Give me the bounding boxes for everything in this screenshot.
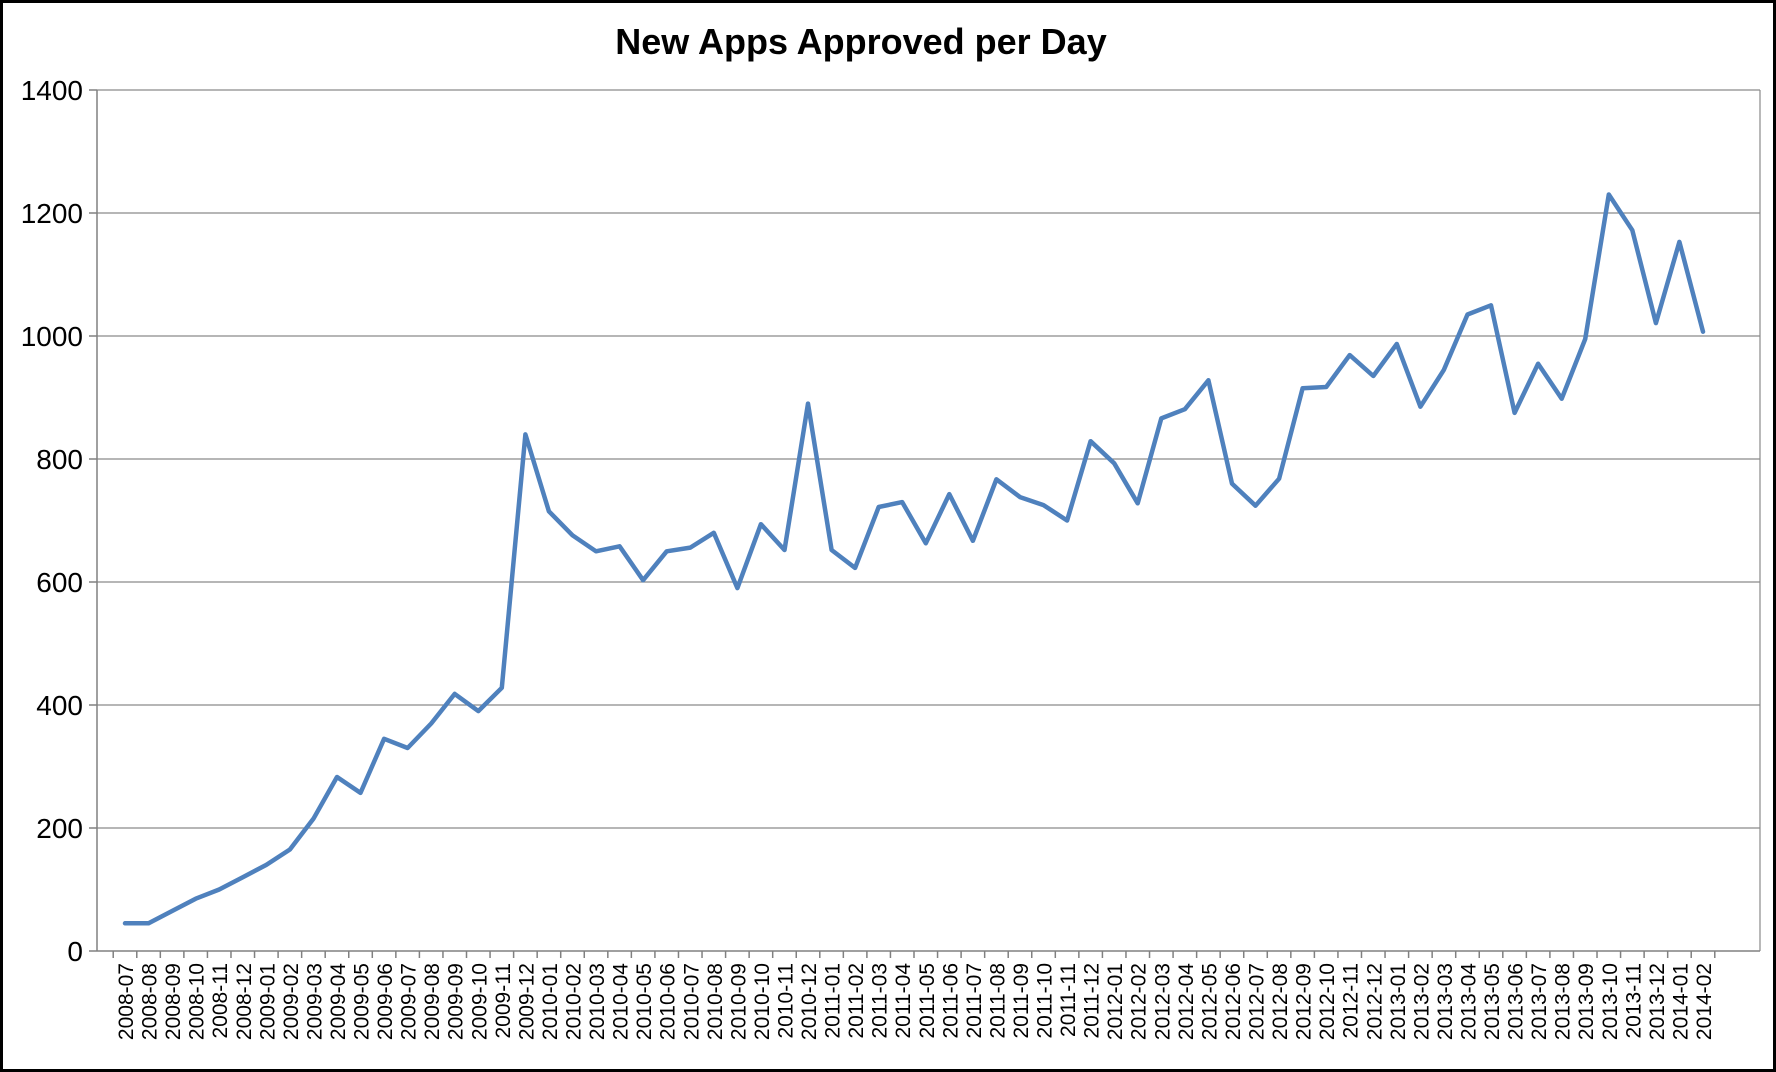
y-axis-tick-label: 400 (36, 690, 83, 721)
y-axis-tick-label: 200 (36, 813, 83, 844)
x-axis-tick-label: 2013-05 (1481, 963, 1504, 1040)
x-axis-tick-label: 2009-04 (327, 963, 350, 1040)
x-axis-tick-label: 2013-07 (1528, 963, 1551, 1040)
chart-plot-area: 0 200 400 600 800 1000 1200 1400 2008-07 2008-08… (21, 75, 1761, 1040)
x-axis-tick-label: 2010-05 (633, 963, 656, 1040)
chart-title: New Apps Approved per Day (615, 21, 1107, 62)
x-axis-tick-label: 2009-06 (374, 963, 397, 1040)
x-axis-tick-label: 2010-09 (727, 963, 750, 1040)
x-axis-tick-label: 2010-12 (798, 963, 821, 1040)
y-axis-tick-label: 800 (36, 444, 83, 475)
x-axis-tick-label: 2012-03 (1151, 963, 1174, 1040)
x-axis-tick-label: 2011-01 (822, 963, 845, 1039)
x-axis-tick-label: 2008-09 (162, 963, 185, 1040)
x-axis-tick-label: 2008-08 (139, 963, 162, 1040)
x-axis-tick-label: 2013-01 (1387, 963, 1410, 1040)
x-axis-tick-label: 2009-05 (351, 963, 374, 1040)
x-axis-tick-label: 2013-08 (1552, 963, 1575, 1040)
x-axis-tick-label: 2013-10 (1599, 963, 1622, 1040)
x-axis-tick-label: 2012-01 (1104, 963, 1127, 1040)
x-axis-tick-label: 2010-04 (610, 963, 633, 1040)
x-axis-tick-label: 2010-07 (680, 963, 703, 1040)
x-axis-tick-label: 2008-12 (233, 963, 256, 1040)
x-axis-tick-label: 2012-11 (1340, 963, 1363, 1039)
x-axis-tick-label: 2011-03 (869, 963, 892, 1039)
x-axis-tick-label: 2010-01 (539, 963, 562, 1040)
x-axis-tick-label: 2008-11 (209, 963, 232, 1039)
x-axis-tick-label: 2008-10 (186, 963, 209, 1040)
x-axis-tick-label: 2014-01 (1669, 963, 1692, 1040)
x-axis-tick-label: 2011-05 (916, 963, 939, 1039)
x-axis-tick-label: 2009-01 (256, 963, 279, 1040)
x-axis-tick-label: 2009-11 (492, 963, 515, 1039)
x-axis-tick-label: 2012-12 (1363, 963, 1386, 1040)
y-axis-tick-label: 1000 (21, 321, 83, 352)
x-axis-tick-label: 2012-07 (1246, 963, 1269, 1040)
x-axis-tick-label: 2011-04 (892, 963, 915, 1039)
axis-tick-marks (89, 89, 1716, 958)
x-axis-tick-label: 2012-06 (1222, 963, 1245, 1040)
y-axis-labels: 0 200 400 600 800 1000 1200 1400 (21, 75, 83, 967)
x-axis-tick-label: 2010-02 (562, 963, 585, 1040)
data-line-series (122, 192, 1706, 926)
x-axis-tick-label: 2010-10 (751, 963, 774, 1040)
x-axis-tick-label: 2010-08 (704, 963, 727, 1040)
x-axis-tick-label: 2013-06 (1505, 963, 1528, 1040)
x-axis-tick-label: 2009-07 (398, 963, 421, 1040)
x-axis-tick-label: 2014-02 (1693, 963, 1716, 1040)
x-axis-tick-label: 2009-12 (515, 963, 538, 1040)
x-axis-tick-label: 2012-08 (1269, 963, 1292, 1040)
x-axis-tick-label: 2009-09 (445, 963, 468, 1040)
x-axis-tick-label: 2011-07 (963, 963, 986, 1039)
x-axis-tick-label: 2012-04 (1175, 963, 1198, 1040)
y-axis-tick-label: 1400 (21, 75, 83, 106)
x-axis-tick-label: 2013-12 (1646, 963, 1669, 1040)
x-axis-tick-label: 2011-06 (939, 963, 962, 1039)
x-axis-tick-label: 2013-02 (1410, 963, 1433, 1040)
y-axis-tick-label: 600 (36, 567, 83, 598)
x-axis-tick-label: 2013-11 (1622, 963, 1645, 1039)
x-axis-tick-label: 2008-07 (115, 963, 138, 1040)
x-axis-tick-label: 2013-09 (1575, 963, 1598, 1040)
x-axis-tick-label: 2011-08 (986, 963, 1009, 1039)
axis-lines (96, 90, 1761, 952)
gridlines (97, 89, 1760, 829)
x-axis-tick-label: 2012-10 (1316, 963, 1339, 1040)
x-axis-tick-label: 2011-02 (845, 963, 868, 1039)
x-axis-tick-label: 2010-03 (586, 963, 609, 1040)
x-axis-tick-label: 2009-08 (421, 963, 444, 1040)
x-axis-tick-label: 2011-12 (1081, 963, 1104, 1039)
x-axis-tick-label: 2012-05 (1198, 963, 1221, 1040)
x-axis-tick-label: 2010-11 (774, 963, 797, 1039)
x-axis-tick-label: 2011-11 (1057, 963, 1080, 1037)
x-axis-tick-label: 2013-03 (1434, 963, 1457, 1040)
x-axis-tick-label: 2010-06 (657, 963, 680, 1040)
x-axis-tick-label: 2011-09 (1010, 963, 1033, 1039)
x-axis-tick-label: 2011-10 (1034, 963, 1057, 1039)
x-axis-labels: 2008-07 2008-08 2008-09 2008-10 2008-11 2008-… (115, 963, 1716, 1040)
y-axis-tick-label: 1200 (21, 198, 83, 229)
x-axis-tick-label: 2009-10 (468, 963, 491, 1040)
x-axis-tick-label: 2009-03 (303, 963, 326, 1040)
y-axis-tick-label: 0 (67, 936, 83, 967)
x-axis-tick-label: 2012-09 (1293, 963, 1316, 1040)
x-axis-tick-label: 2012-02 (1128, 963, 1151, 1040)
x-axis-tick-label: 2013-04 (1457, 963, 1480, 1040)
x-axis-tick-label: 2009-02 (280, 963, 303, 1040)
